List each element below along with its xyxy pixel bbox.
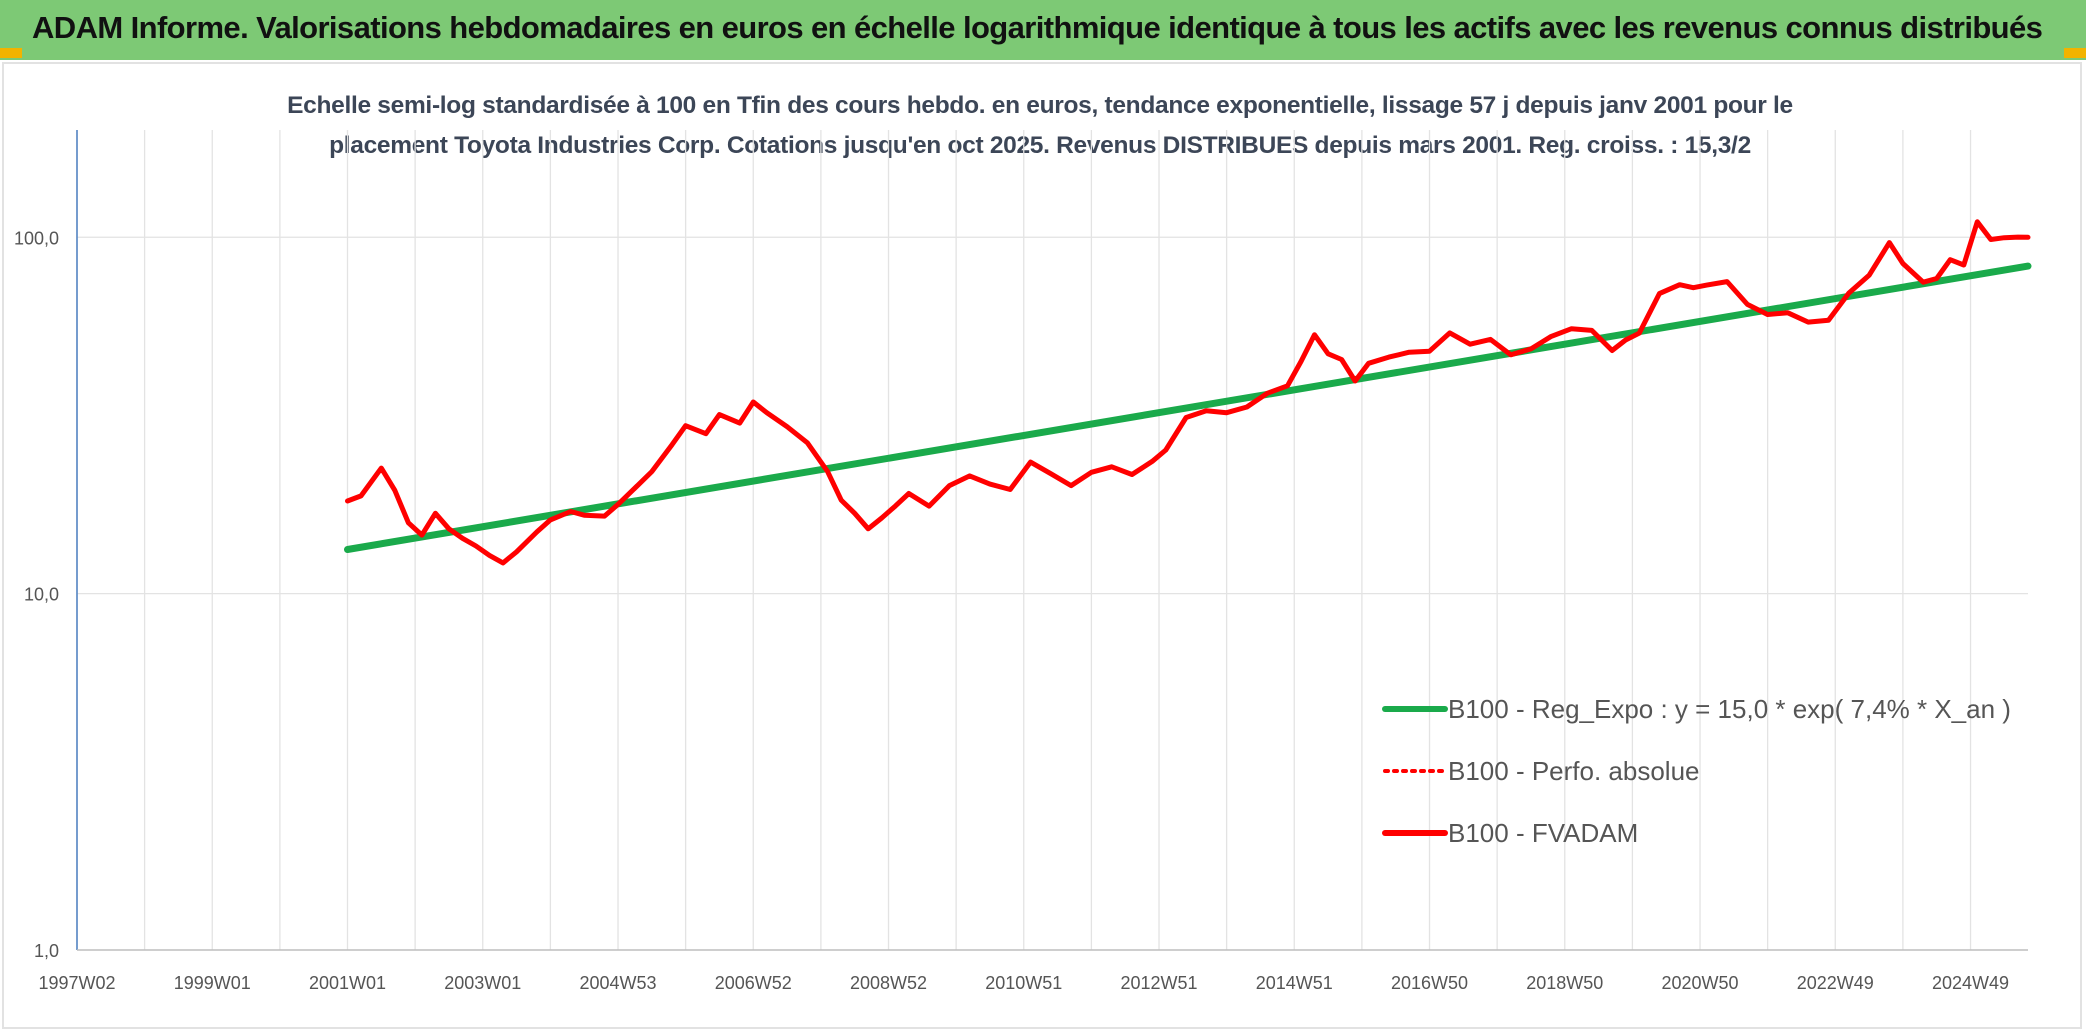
legend-label: B100 - FVADAM: [1448, 818, 1638, 848]
corner-marker-right: [2064, 48, 2086, 58]
series-fvadam-line: [345, 219, 2031, 566]
x-tick-label: 1997W02: [38, 973, 115, 993]
corner-marker-left: [0, 48, 22, 58]
chart-frame: [2, 62, 2082, 1029]
x-tick-label: 2016W50: [1391, 973, 1468, 993]
x-tick-label: 2020W50: [1661, 973, 1738, 993]
y-tick-label: 100,0: [14, 228, 59, 248]
report-title: ADAM Informe. Valorisations hebdomadaire…: [32, 10, 2043, 45]
x-tick-label: 2001W01: [309, 973, 386, 993]
x-tick-label: 2018W50: [1526, 973, 1603, 993]
chart-title-line-1: Echelle semi-log standardisée à 100 en T…: [287, 92, 1793, 119]
legend-label: B100 - Reg_Expo : y = 15,0 * exp( 7,4% *…: [1448, 694, 2011, 724]
series-trend-line: [344, 262, 2032, 553]
x-tick-label: 2022W49: [1797, 973, 1874, 993]
chart-title: Echelle semi-log standardisée à 100 en T…: [180, 86, 1900, 166]
legend-label: B100 - Perfo. absolue: [1448, 756, 1700, 786]
x-tick-label: 2024W49: [1932, 973, 2009, 993]
y-tick-label: 10,0: [24, 585, 59, 605]
x-tick-label: 1999W01: [174, 973, 251, 993]
x-tick-label: 2006W52: [715, 973, 792, 993]
x-tick-label: 2012W51: [1120, 973, 1197, 993]
x-tick-label: 2008W52: [850, 973, 927, 993]
y-tick-label: 1,0: [34, 941, 59, 961]
x-tick-label: 2014W51: [1256, 973, 1333, 993]
x-tick-label: 2004W53: [579, 973, 656, 993]
x-tick-label: 2003W01: [444, 973, 521, 993]
chart-title-line-2: placement Toyota Industries Corp. Cotati…: [329, 132, 1751, 159]
header-banner: ADAM Informe. Valorisations hebdomadaire…: [0, 0, 2086, 60]
x-tick-label: 2010W51: [985, 973, 1062, 993]
